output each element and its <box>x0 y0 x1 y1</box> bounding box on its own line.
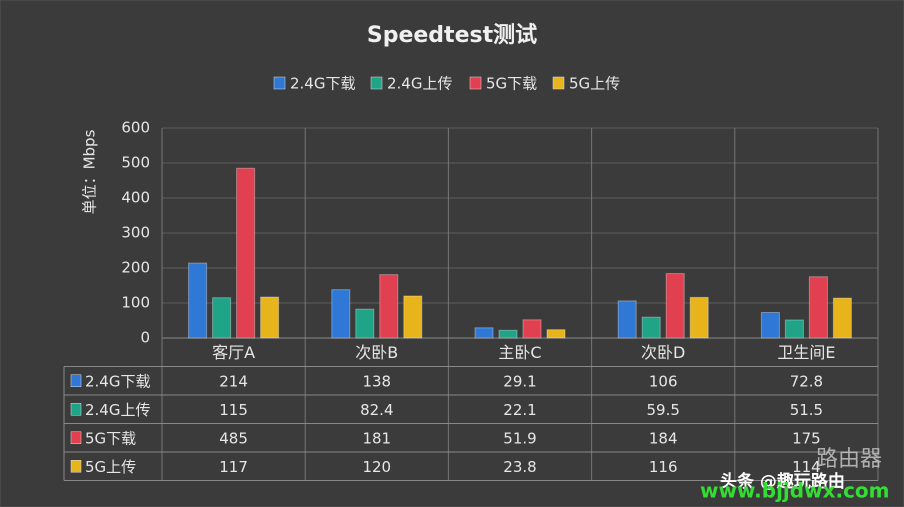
bar <box>641 316 661 339</box>
bar <box>784 319 804 339</box>
bar <box>832 297 852 339</box>
table-value: 214 <box>219 372 248 390</box>
table-value: 117 <box>219 458 248 476</box>
y-tick-label: 500 <box>121 154 150 172</box>
bar <box>498 329 518 339</box>
table-value: 22.1 <box>503 401 536 419</box>
bar <box>188 262 208 339</box>
y-tick-label: 200 <box>121 259 150 277</box>
bar <box>212 297 232 339</box>
table-marker <box>70 374 82 387</box>
bar <box>760 312 780 339</box>
table-series-label: 5G下载 <box>85 429 136 447</box>
bar <box>474 327 494 339</box>
bar <box>689 296 709 339</box>
x-tick-label: 客厅A <box>212 343 255 362</box>
bar <box>260 296 280 339</box>
watermark: 路由器 <box>816 447 882 472</box>
table-value: 485 <box>219 429 248 447</box>
y-axis-label: 单位：Mbps <box>81 129 99 214</box>
bar <box>665 273 685 339</box>
table-value: 116 <box>649 458 678 476</box>
legend-label: 5G下载 <box>486 75 537 93</box>
bar <box>808 276 828 339</box>
watermark: www.bjjdwx.com <box>700 479 890 503</box>
x-tick-label: 卫生间E <box>777 343 835 362</box>
table-marker <box>70 431 82 444</box>
table-value: 120 <box>362 458 391 476</box>
table-value: 29.1 <box>503 372 536 390</box>
bar <box>522 319 542 339</box>
bar <box>331 289 351 339</box>
table-value: 114 <box>792 458 821 476</box>
x-tick-label: 主卧C <box>498 343 541 362</box>
table-value: 72.8 <box>790 372 823 390</box>
x-tick-label: 次卧D <box>641 343 685 362</box>
bar <box>546 329 566 339</box>
table-value: 138 <box>362 372 391 390</box>
table-value: 184 <box>649 429 678 447</box>
y-tick-label: 300 <box>121 224 150 242</box>
chart-title: Speedtest测试 <box>367 23 537 48</box>
table-marker <box>70 403 82 416</box>
table-series-label: 2.4G下载 <box>85 372 150 390</box>
x-tick-label: 次卧B <box>355 343 398 362</box>
bar <box>355 308 375 339</box>
bar <box>379 274 399 339</box>
table-value: 51.5 <box>790 401 823 419</box>
table-value: 106 <box>649 372 678 390</box>
table-value: 82.4 <box>360 401 393 419</box>
y-tick-label: 100 <box>121 294 150 312</box>
table-series-label: 2.4G上传 <box>85 401 150 419</box>
y-tick-label: 0 <box>140 329 150 347</box>
y-tick-label: 600 <box>121 119 150 137</box>
y-tick-label: 400 <box>121 189 150 207</box>
table-series-label: 5G上传 <box>85 458 136 476</box>
watermark: 头条 @趣玩路由 <box>720 471 845 492</box>
table-value: 115 <box>219 401 248 419</box>
table-value: 175 <box>792 429 821 447</box>
legend-marker <box>370 76 383 90</box>
legend-label: 5G上传 <box>569 75 620 93</box>
legend-marker <box>552 76 565 90</box>
legend-label: 2.4G上传 <box>387 75 452 93</box>
table-value: 23.8 <box>503 458 536 476</box>
bar <box>236 167 256 339</box>
legend-marker <box>469 76 482 90</box>
legend-marker <box>273 76 286 90</box>
table-value: 51.9 <box>503 429 536 447</box>
table-marker <box>70 460 82 473</box>
table-value: 59.5 <box>646 401 679 419</box>
table-value: 181 <box>362 429 391 447</box>
bar <box>403 295 423 339</box>
legend-label: 2.4G下载 <box>290 75 355 93</box>
bar <box>617 300 637 339</box>
